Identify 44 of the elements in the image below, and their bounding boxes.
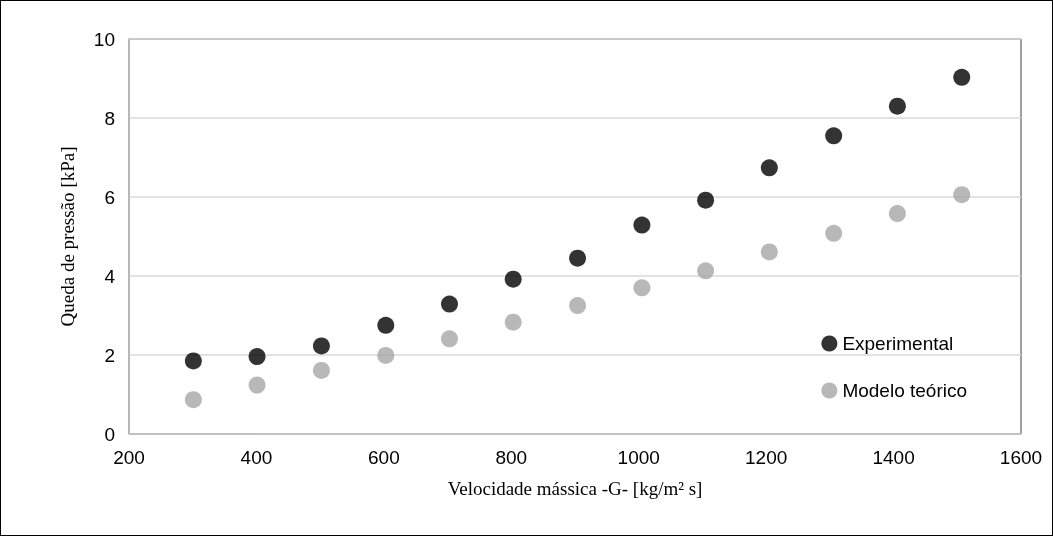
point	[184, 352, 202, 370]
y-tick-label: 4	[104, 265, 116, 287]
y-tick-label: 6	[104, 186, 115, 208]
point	[633, 279, 651, 297]
point	[760, 243, 778, 261]
point	[569, 297, 587, 315]
x-tick-label: 1600	[999, 447, 1043, 468]
legend-label: Experimental	[842, 333, 954, 354]
point	[953, 186, 971, 204]
point	[953, 68, 971, 86]
point	[312, 361, 330, 379]
point	[441, 330, 458, 348]
y-tick-label: 0	[104, 423, 115, 445]
point	[312, 337, 330, 355]
x-axis-title: Velocidade mássica -G- [kg/m² s]	[447, 478, 703, 499]
point	[504, 313, 522, 331]
y-tick-label: 8	[104, 107, 115, 129]
x-tick-label: 400	[240, 447, 273, 468]
point	[184, 391, 202, 409]
point	[825, 127, 843, 145]
point	[441, 295, 458, 313]
x-tick-label: 600	[368, 447, 400, 468]
point	[248, 348, 266, 366]
point	[504, 270, 522, 288]
point	[377, 346, 395, 364]
point	[888, 97, 906, 115]
point	[569, 249, 587, 267]
x-tick-label: 1000	[617, 447, 660, 468]
x-tick-label: 200	[113, 447, 145, 468]
point	[697, 191, 715, 209]
y-axis-title: Queda de pressão [kPa]	[57, 146, 78, 327]
point	[633, 216, 651, 234]
point	[760, 159, 778, 177]
legend-label: Modelo teórico	[842, 380, 967, 401]
x-tick-label: 800	[495, 447, 528, 468]
point	[697, 262, 715, 280]
point	[377, 316, 395, 334]
point	[888, 205, 906, 223]
point	[825, 224, 843, 242]
point	[248, 376, 266, 394]
x-tick-label: 1400	[872, 447, 915, 468]
y-tick-label: 2	[104, 344, 115, 366]
y-tick-label: 10	[93, 28, 115, 50]
x-tick-label: 1200	[745, 447, 788, 468]
